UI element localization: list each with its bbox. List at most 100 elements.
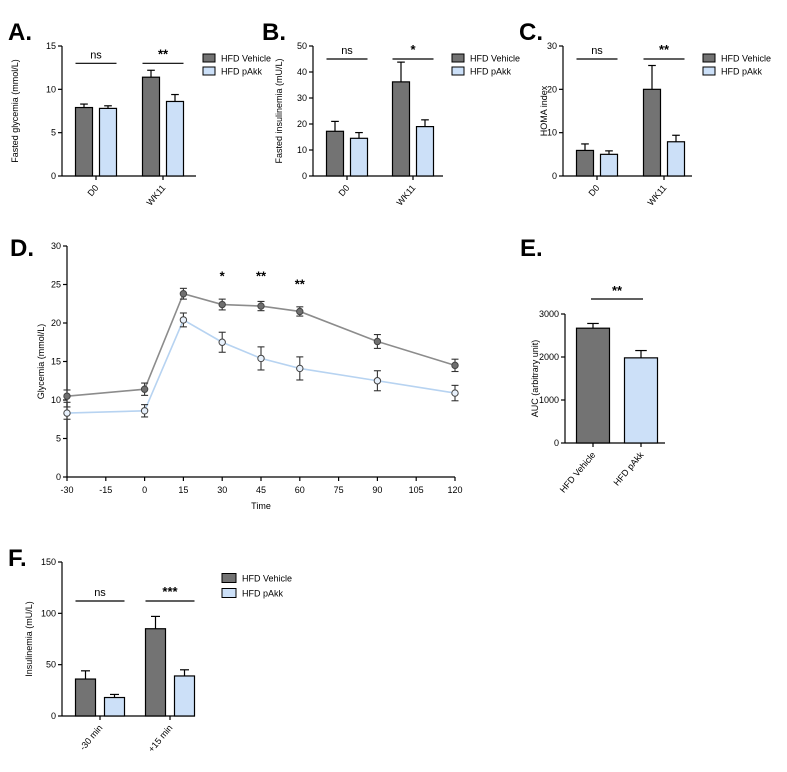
y-tick-label: 150 [41, 557, 56, 567]
significance-label: ns [94, 587, 106, 599]
significance-label: ns [591, 45, 603, 57]
x-tick-label: 0 [142, 485, 147, 495]
legend-entry: HFD Vehicle [242, 574, 292, 584]
y-tick-label: 10 [51, 395, 61, 405]
legend-swatch [702, 53, 716, 63]
panel-label: D. [10, 235, 34, 262]
significance-label: ** [295, 276, 306, 291]
x-tick-label: +15 min [146, 723, 174, 754]
y-tick-label: 5 [56, 434, 61, 444]
bar-C-1-0 [642, 88, 662, 177]
bar-A-1-1 [165, 100, 185, 177]
y-tick-label: 1000 [539, 395, 559, 405]
y-tick-label: 0 [554, 438, 559, 448]
bar-C-1-1 [666, 141, 686, 177]
bar-F-0-1 [103, 696, 126, 717]
data-point-1-2 [179, 316, 188, 324]
y-tick-label: 20 [51, 318, 61, 328]
bar-E-1 [623, 357, 659, 444]
legend-entry: HFD Vehicle [470, 54, 520, 64]
panel-C: C. 0 10 20 30 HOMA index D0 WK11 ns ** HFD Vehicle… [519, 19, 771, 208]
x-tick-label: 75 [334, 485, 344, 495]
bar-F-1-0 [144, 628, 167, 717]
x-tick-label: 30 [217, 485, 227, 495]
x-tick-label: HFD Vehicle [558, 450, 598, 495]
data-point-0-6 [373, 337, 382, 346]
x-tick-label: WK11 [395, 183, 418, 208]
significance-label: * [220, 269, 226, 284]
y-axis-title: AUC (arbitrary unit) [530, 340, 540, 418]
bar-B-1-0 [391, 81, 411, 177]
legend-swatch [221, 588, 237, 598]
significance-label: ns [90, 49, 102, 61]
y-axis-title: Insulinemia (mU/L) [24, 601, 34, 677]
bar-F-0-0 [74, 678, 97, 717]
data-point-1-6 [373, 377, 382, 385]
x-tick-label: -30 [60, 485, 73, 495]
data-point-1-5 [296, 364, 304, 373]
x-tick-label: -15 [99, 485, 112, 495]
panel-label: C. [519, 19, 543, 46]
y-tick-label: 0 [51, 711, 56, 721]
data-point-0-5 [296, 307, 304, 316]
legend-swatch [202, 66, 216, 76]
y-tick-label: 5 [51, 128, 56, 138]
legend-entry: HFD pAkk [242, 589, 284, 599]
y-tick-label: 10 [547, 128, 557, 138]
y-axis-title: Fasted glycemia (mmol/L) [10, 59, 20, 163]
y-tick-label: 100 [41, 608, 56, 618]
legend-swatch [202, 53, 216, 63]
significance-label: ** [659, 42, 670, 57]
panel-D: D. 0 5 10 15 20 25 30 Glycemia (mmol/L) -30 -15 0 15… [10, 235, 463, 511]
y-tick-label: 0 [51, 171, 56, 181]
significance-label: ** [612, 283, 623, 298]
y-tick-label: 2000 [539, 352, 559, 362]
panel-A: A. 0 5 10 15 Fasted glycemia (mmol/L) D0 WK11 ns… [8, 19, 271, 208]
x-tick-label: HFD pAkk [612, 449, 646, 487]
bar-B-1-1 [415, 125, 435, 177]
legend-entry: HFD Vehicle [221, 54, 271, 64]
data-point-0-4 [257, 302, 265, 310]
x-tick-label: D0 [85, 183, 100, 198]
data-point-0-7 [451, 361, 459, 370]
x-axis-title: Time [251, 501, 271, 511]
panel-label: A. [8, 19, 32, 46]
y-tick-label: 3000 [539, 309, 559, 319]
y-tick-label: 25 [51, 280, 61, 290]
y-tick-label: 0 [302, 171, 307, 181]
y-tick-label: 10 [46, 84, 56, 94]
bar-C-0-1 [599, 153, 619, 177]
legend-swatch [451, 53, 465, 63]
data-point-0-0 [63, 392, 71, 400]
y-tick-label: 30 [51, 241, 61, 251]
panel-B: B. 0 10 20 30 40 50 Fasted insulinemia (mU/L) D0… [262, 19, 520, 208]
data-point-1-0 [63, 409, 71, 417]
x-tick-label: 15 [178, 485, 188, 495]
panel-E: E. 0 1000 2000 3000 AUC (arbitrary unit) HFD V… [520, 235, 665, 495]
y-tick-label: 30 [297, 93, 307, 103]
bar-E-0 [575, 327, 611, 444]
x-tick-label: 90 [372, 485, 382, 495]
x-tick-label: 45 [256, 485, 266, 495]
data-point-0-1 [140, 385, 149, 393]
data-point-1-3 [218, 338, 226, 346]
y-axis-title: HOMA index [539, 85, 549, 136]
y-tick-label: 0 [552, 171, 557, 181]
data-point-1-7 [451, 389, 459, 397]
significance-label: ** [158, 46, 169, 61]
x-tick-label: 120 [447, 485, 462, 495]
panel-label: F. [8, 545, 27, 572]
legend-swatch [702, 66, 716, 76]
bar-B-0-0 [325, 130, 345, 177]
y-tick-label: 20 [297, 119, 307, 129]
panel-label: E. [520, 235, 543, 262]
series-line-1 [66, 318, 456, 414]
x-tick-label: 60 [295, 485, 305, 495]
data-point-0-3 [218, 300, 226, 309]
significance-label: * [410, 42, 416, 57]
x-tick-label: WK11 [145, 183, 168, 208]
x-tick-label: D0 [336, 183, 351, 198]
data-point-1-1 [140, 407, 149, 415]
legend-entry: HFD Vehicle [721, 54, 771, 64]
